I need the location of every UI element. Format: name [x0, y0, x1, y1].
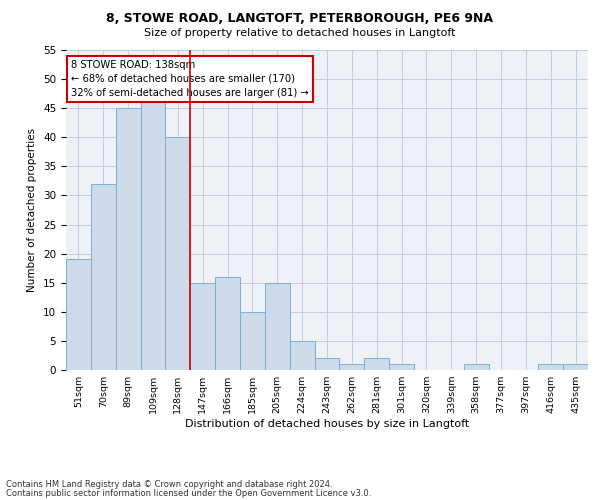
Bar: [140, 102, 166, 370]
Bar: [364, 358, 389, 370]
Bar: [464, 364, 488, 370]
Bar: [563, 364, 588, 370]
Bar: [265, 282, 290, 370]
Bar: [240, 312, 265, 370]
Text: Contains public sector information licensed under the Open Government Licence v3: Contains public sector information licen…: [6, 490, 371, 498]
Bar: [116, 108, 140, 370]
Bar: [538, 364, 563, 370]
Bar: [389, 364, 414, 370]
Text: Size of property relative to detached houses in Langtoft: Size of property relative to detached ho…: [144, 28, 456, 38]
Bar: [166, 138, 190, 370]
Text: 8 STOWE ROAD: 138sqm
← 68% of detached houses are smaller (170)
32% of semi-deta: 8 STOWE ROAD: 138sqm ← 68% of detached h…: [71, 60, 309, 98]
Bar: [340, 364, 364, 370]
Bar: [314, 358, 340, 370]
Y-axis label: Number of detached properties: Number of detached properties: [28, 128, 37, 292]
Bar: [190, 282, 215, 370]
Bar: [215, 277, 240, 370]
Text: 8, STOWE ROAD, LANGTOFT, PETERBOROUGH, PE6 9NA: 8, STOWE ROAD, LANGTOFT, PETERBOROUGH, P…: [107, 12, 493, 26]
Text: Contains HM Land Registry data © Crown copyright and database right 2024.: Contains HM Land Registry data © Crown c…: [6, 480, 332, 489]
Bar: [290, 341, 314, 370]
Bar: [66, 260, 91, 370]
X-axis label: Distribution of detached houses by size in Langtoft: Distribution of detached houses by size …: [185, 419, 469, 429]
Bar: [91, 184, 116, 370]
